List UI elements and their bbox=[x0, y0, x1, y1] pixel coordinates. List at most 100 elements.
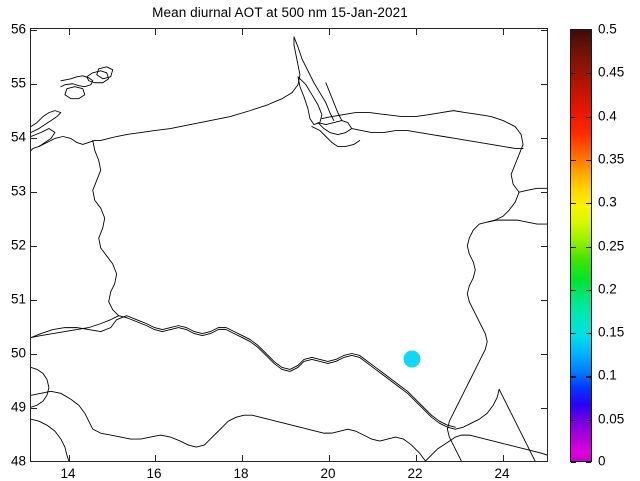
x-tick-top-20 bbox=[329, 29, 331, 35]
y-tick-right-54 bbox=[541, 138, 547, 140]
y-ticklabel-54: 54 bbox=[10, 129, 26, 145]
coastline-vistula-lagoon bbox=[317, 120, 353, 135]
y-tick-right-52 bbox=[541, 246, 547, 248]
y-tick-right-49 bbox=[541, 408, 547, 410]
border-czech-north bbox=[31, 315, 456, 428]
y-ticklabel-48: 48 bbox=[10, 453, 26, 469]
x-tick-top-24 bbox=[503, 29, 505, 35]
cb-label-0.45: 0.45 bbox=[598, 64, 625, 80]
y-tick-right-55 bbox=[541, 84, 547, 86]
cb-label-0.05: 0.05 bbox=[598, 411, 625, 427]
cb-tick-right-0.2 bbox=[586, 289, 591, 291]
country-outlines-map bbox=[31, 36, 547, 461]
coastline-inland-detail bbox=[86, 70, 110, 84]
coastline-curonian-2 bbox=[293, 36, 335, 122]
border-czech-south bbox=[31, 390, 426, 461]
coastline-kaliningrad-north bbox=[321, 110, 524, 193]
x-tick-18 bbox=[242, 455, 244, 461]
colorbar[interactable] bbox=[570, 29, 592, 463]
cb-tick-right-0.4 bbox=[586, 116, 591, 118]
y-tick-right-50 bbox=[541, 354, 547, 356]
x-ticklabel-14: 14 bbox=[60, 466, 76, 481]
y-ticklabel-52: 52 bbox=[10, 237, 26, 253]
cb-tick-right-0.25 bbox=[586, 246, 591, 248]
cb-tick-right-0.05 bbox=[586, 419, 591, 421]
x-ticklabel-18: 18 bbox=[233, 466, 249, 481]
cb-label-0.35: 0.35 bbox=[598, 151, 625, 167]
border-germany-south bbox=[31, 366, 50, 408]
coastline-curonian bbox=[325, 82, 343, 122]
cb-tick-right-0.45 bbox=[586, 73, 591, 75]
cb-tick-0.05 bbox=[571, 419, 576, 421]
y-ticklabel-56: 56 bbox=[10, 21, 26, 37]
x-ticklabel-20: 20 bbox=[320, 466, 336, 481]
x-ticklabel-16: 16 bbox=[146, 466, 162, 481]
x-tick-top-18 bbox=[242, 29, 244, 35]
border-germany-czech bbox=[31, 315, 120, 339]
y-tick-55 bbox=[31, 84, 37, 86]
y-tick-53 bbox=[31, 192, 37, 194]
cb-tick-right-0.3 bbox=[586, 203, 591, 205]
y-tick-49 bbox=[31, 408, 37, 410]
border-kaliningrad bbox=[351, 128, 524, 149]
data-point-marker[interactable] bbox=[403, 350, 421, 368]
cb-tick-0.2 bbox=[571, 289, 576, 291]
coastline-gdansk-detail bbox=[311, 126, 361, 147]
coastline-inland-detail-2 bbox=[64, 86, 86, 100]
cb-label-0.1: 0.1 bbox=[598, 367, 617, 383]
cb-tick-right-0.1 bbox=[586, 376, 591, 378]
cb-tick-0.15 bbox=[571, 333, 576, 335]
cb-tick-0.5 bbox=[571, 30, 576, 32]
border-belarus-east bbox=[486, 219, 547, 225]
x-ticklabel-22: 22 bbox=[407, 466, 423, 481]
y-ticklabel-51: 51 bbox=[10, 291, 26, 307]
x-tick-16 bbox=[155, 455, 157, 461]
cb-tick-0.1 bbox=[571, 376, 576, 378]
x-tick-14 bbox=[69, 455, 71, 461]
cb-tick-right-0.35 bbox=[586, 159, 591, 162]
cb-tick-0 bbox=[571, 461, 576, 463]
y-tick-50 bbox=[31, 354, 37, 356]
x-tick-top-16 bbox=[155, 29, 157, 35]
cb-tick-0.25 bbox=[571, 246, 576, 248]
border-poland-south bbox=[118, 315, 500, 430]
cb-label-0.5: 0.5 bbox=[598, 21, 617, 37]
x-tick-24 bbox=[503, 455, 505, 461]
border-belarus-east-2 bbox=[518, 187, 547, 193]
cb-label-0.4: 0.4 bbox=[598, 108, 617, 124]
y-tick-51 bbox=[31, 300, 37, 302]
y-tick-52 bbox=[31, 246, 37, 248]
cb-tick-right-0 bbox=[586, 461, 591, 463]
cb-label-0: 0 bbox=[598, 453, 606, 469]
y-tick-right-56 bbox=[541, 30, 547, 32]
x-ticklabel-24: 24 bbox=[494, 466, 510, 481]
border-hungary-north bbox=[425, 434, 547, 461]
coastline-hel bbox=[297, 76, 323, 126]
cb-tick-0.4 bbox=[571, 116, 576, 118]
border-poland-east bbox=[446, 191, 520, 461]
border-slovakia-ukraine bbox=[498, 388, 536, 461]
cb-tick-0.35 bbox=[571, 159, 576, 162]
coastline-ruegen bbox=[96, 66, 114, 80]
coastline-pomerania bbox=[31, 128, 56, 151]
border-oder-neisse bbox=[92, 140, 120, 317]
page-title: Mean diurnal AOT at 500 nm 15-Jan-2021 bbox=[152, 5, 408, 20]
colorbar-gradient bbox=[571, 30, 591, 461]
cb-label-0.25: 0.25 bbox=[598, 238, 625, 253]
cb-label-0.2: 0.2 bbox=[598, 281, 617, 297]
y-tick-56 bbox=[31, 30, 37, 32]
coastline-oder-lagoon bbox=[38, 36, 301, 147]
y-ticklabel-50: 50 bbox=[10, 345, 26, 361]
cb-label-0.15: 0.15 bbox=[598, 324, 625, 340]
border-austria-north bbox=[31, 418, 70, 461]
coastline-baltic-west bbox=[60, 75, 94, 88]
map-plot-area[interactable] bbox=[30, 28, 548, 462]
cb-label-0.3: 0.3 bbox=[598, 194, 617, 210]
cb-tick-0.45 bbox=[571, 73, 576, 75]
y-ticklabel-55: 55 bbox=[10, 75, 26, 91]
x-tick-22 bbox=[416, 455, 418, 461]
y-ticklabel-49: 49 bbox=[10, 399, 26, 415]
x-tick-top-14 bbox=[69, 29, 71, 35]
y-tick-right-51 bbox=[541, 300, 547, 302]
